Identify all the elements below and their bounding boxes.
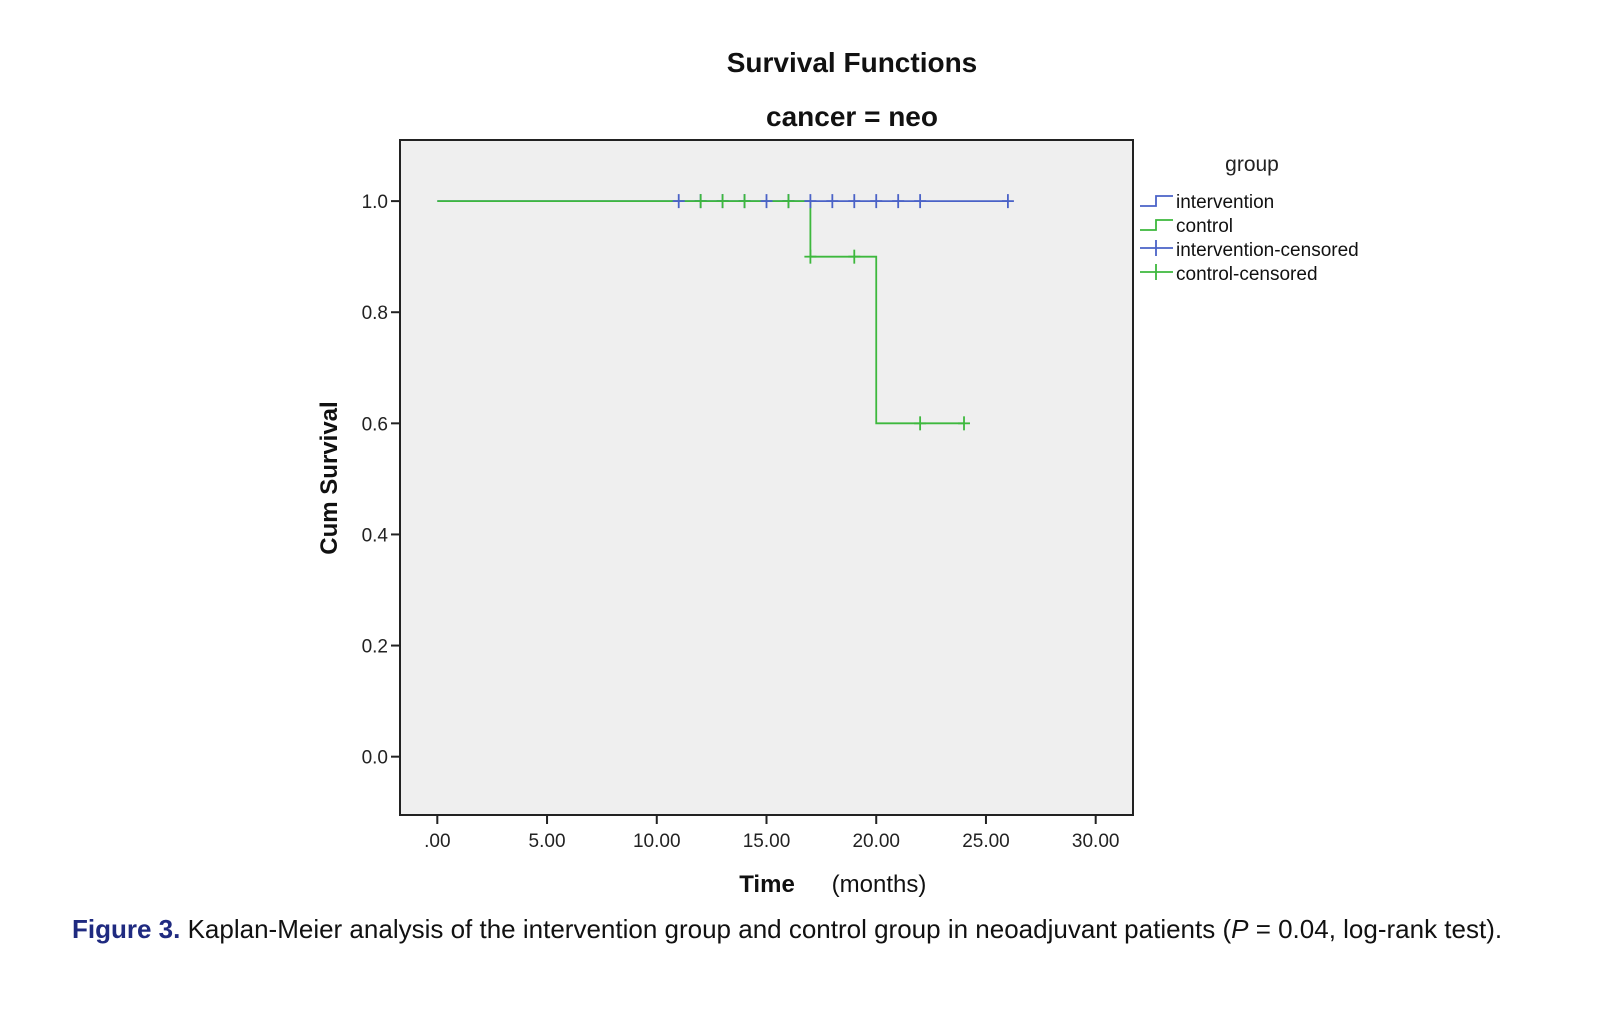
censored-mark-intervention: [892, 194, 905, 209]
censored-mark-intervention: [914, 194, 927, 209]
caption-p-symbol: P: [1231, 914, 1249, 944]
y-tick-label: 1.0: [362, 192, 388, 213]
legend: group intervention control intervention-…: [1140, 153, 1359, 285]
series-layer: [437, 194, 1014, 431]
figure-label: Figure 3.: [72, 914, 181, 944]
chart-title: Survival Functions: [727, 47, 978, 78]
x-tick-label: 25.00: [962, 831, 1010, 852]
x-axis: .00 5.00 10.00 15.00 20.00 25.00 30.00: [424, 815, 1119, 852]
legend-entry-intervention-censored: intervention-censored: [1176, 240, 1359, 261]
y-tick-label: 0.2: [362, 637, 388, 658]
chart-subtitle: cancer = neo: [766, 101, 938, 132]
censored-mark-intervention: [1001, 194, 1014, 209]
y-axis-label: Cum Survival: [316, 401, 343, 554]
plot-area: [399, 139, 1134, 816]
y-tick-label: 0.6: [362, 414, 388, 435]
legend-symbol-control-censored: [1140, 264, 1173, 280]
censored-mark-intervention: [848, 194, 861, 209]
legend-entry-control-censored: control-censored: [1176, 264, 1318, 285]
legend-title: group: [1225, 153, 1279, 176]
x-tick-label: 30.00: [1072, 831, 1120, 852]
x-axis-unit: (months): [832, 871, 927, 898]
censored-mark-control: [694, 194, 707, 209]
survival-chart: Survival Functions cancer = neo 0.00.20.…: [316, 47, 1359, 898]
y-axis: 0.0 0.2 0.4 0.6 0.8 1.0: [362, 192, 400, 769]
legend-entry-control: control: [1176, 216, 1233, 237]
x-tick-label: 20.00: [852, 831, 900, 852]
y-tick-label: 0.8: [362, 303, 388, 324]
censored-mark-control: [716, 194, 729, 209]
caption-text-end: = 0.04, log-rank test).: [1248, 914, 1503, 944]
x-tick-label: .00: [424, 831, 450, 852]
censored-mark-control: [738, 194, 751, 209]
x-tick-label: 5.00: [529, 831, 566, 852]
censored-mark-intervention: [672, 194, 685, 209]
figure-caption: Figure 3. Kaplan-Meier analysis of the i…: [72, 914, 1572, 945]
censored-mark-control: [782, 194, 795, 209]
censored-mark-intervention: [826, 194, 839, 209]
censored-mark-control: [958, 416, 971, 431]
x-axis-label: Time: [739, 871, 795, 898]
censored-mark-control: [804, 249, 817, 264]
censored-mark-control: [848, 249, 861, 264]
y-tick-label: 0.4: [362, 525, 389, 546]
censored-mark-intervention: [760, 194, 773, 209]
censored-mark-intervention: [870, 194, 883, 209]
censored-mark-control: [914, 416, 927, 431]
x-tick-label: 10.00: [633, 831, 681, 852]
legend-symbol-intervention-censored: [1140, 240, 1173, 256]
legend-symbol-intervention: [1140, 195, 1173, 207]
legend-entry-intervention: intervention: [1176, 192, 1274, 213]
censored-mark-intervention: [804, 194, 817, 209]
caption-text-start: Kaplan-Meier analysis of the interventio…: [180, 914, 1232, 944]
x-tick-label: 15.00: [743, 831, 791, 852]
y-tick-label: 0.0: [362, 748, 388, 769]
legend-symbol-control: [1140, 219, 1173, 231]
